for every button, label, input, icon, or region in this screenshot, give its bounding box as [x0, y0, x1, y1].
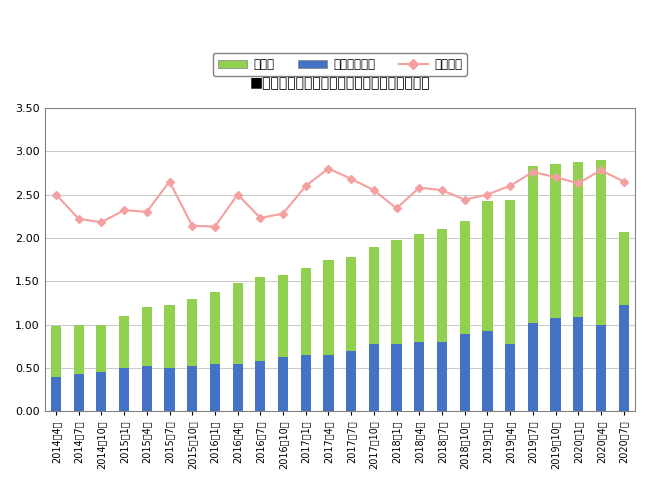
Bar — [369, 344, 379, 411]
求人倍率 — [279, 211, 287, 216]
求人倍率 — [188, 223, 196, 228]
Bar — [551, 164, 561, 411]
Bar — [51, 377, 61, 411]
求人倍率 — [370, 187, 378, 193]
Bar — [505, 200, 515, 411]
Bar — [142, 307, 152, 411]
求人倍率 — [324, 166, 332, 171]
Bar — [255, 277, 265, 411]
求人倍率 — [211, 224, 219, 229]
Bar — [619, 305, 629, 411]
求人倍率 — [52, 192, 60, 197]
Bar — [301, 355, 311, 411]
求人倍率 — [597, 167, 605, 173]
Bar — [460, 221, 470, 411]
求人倍率 — [552, 174, 560, 180]
Bar — [346, 257, 356, 411]
求人倍率 — [166, 179, 174, 184]
求人倍率 — [529, 169, 537, 175]
Bar — [323, 355, 333, 411]
Bar — [573, 162, 583, 411]
求人倍率 — [575, 181, 582, 186]
Bar — [96, 372, 107, 411]
Legend: 求人数, 転職希望者数, 求人倍率: 求人数, 転職希望者数, 求人倍率 — [213, 53, 467, 76]
求人倍率 — [120, 207, 128, 213]
求人倍率 — [75, 216, 83, 222]
Bar — [278, 358, 288, 411]
求人倍率 — [484, 192, 491, 197]
Bar — [414, 233, 424, 411]
Line: 求人倍率: 求人倍率 — [53, 166, 627, 229]
求人倍率 — [461, 197, 469, 203]
Bar — [551, 318, 561, 411]
Bar — [505, 345, 515, 411]
Bar — [369, 246, 379, 411]
Bar — [210, 291, 220, 411]
Bar — [573, 317, 583, 411]
Bar — [391, 241, 402, 411]
Bar — [437, 229, 447, 411]
Bar — [323, 259, 333, 411]
求人倍率 — [98, 219, 105, 225]
求人倍率 — [234, 192, 242, 197]
Bar — [346, 350, 356, 411]
Bar — [233, 283, 242, 411]
Bar — [437, 342, 447, 411]
Bar — [142, 366, 152, 411]
求人倍率 — [506, 183, 514, 189]
Bar — [460, 334, 470, 411]
Bar — [73, 325, 84, 411]
Bar — [164, 305, 175, 411]
求人倍率 — [143, 209, 151, 215]
求人倍率 — [438, 187, 446, 193]
求人倍率 — [619, 179, 627, 184]
求人倍率 — [393, 206, 400, 212]
Bar — [482, 201, 493, 411]
Bar — [164, 368, 175, 411]
求人倍率 — [347, 176, 355, 182]
Bar — [96, 325, 107, 411]
Bar — [482, 332, 493, 411]
Bar — [187, 366, 198, 411]
Bar — [391, 344, 402, 411]
Bar — [51, 326, 61, 411]
Bar — [187, 299, 198, 411]
Bar — [301, 268, 311, 411]
Bar — [73, 374, 84, 411]
求人倍率 — [415, 185, 423, 191]
Bar — [233, 363, 242, 411]
Bar — [278, 275, 288, 411]
Bar — [619, 232, 629, 411]
Bar — [414, 342, 424, 411]
Bar — [596, 160, 606, 411]
Bar — [528, 166, 538, 411]
求人倍率 — [257, 215, 265, 221]
Bar — [210, 364, 220, 411]
Bar — [596, 325, 606, 411]
Bar — [528, 323, 538, 411]
Bar — [119, 316, 129, 411]
Bar — [255, 361, 265, 411]
Bar — [119, 368, 129, 411]
求人倍率 — [302, 183, 309, 189]
Title: ■転職求人倍率・求人数・転職希望者数の推移: ■転職求人倍率・求人数・転職希望者数の推移 — [250, 76, 430, 90]
